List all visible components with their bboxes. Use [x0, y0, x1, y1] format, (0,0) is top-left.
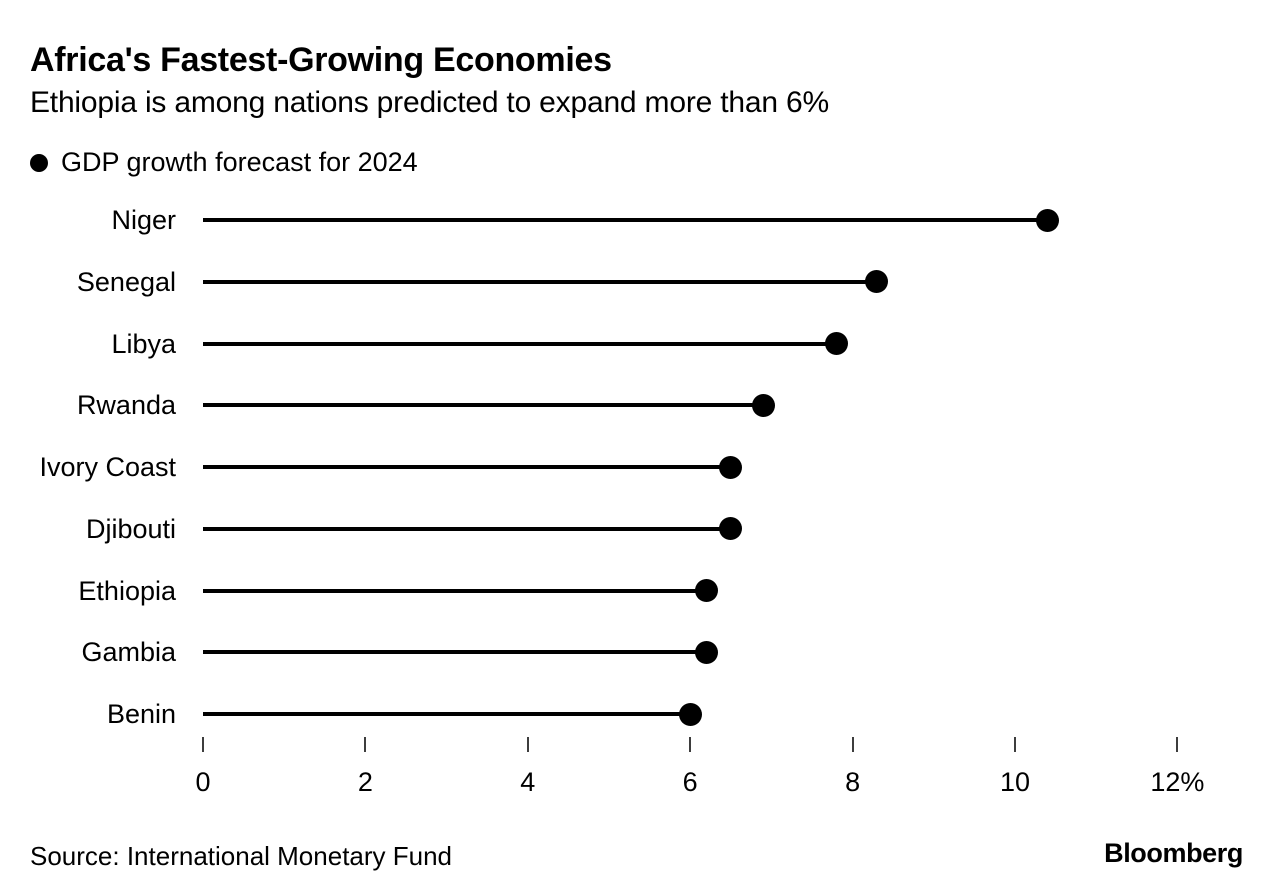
- lollipop-dot: [694, 579, 718, 602]
- lollipop-line: [203, 712, 691, 716]
- lollipop-dot: [719, 517, 743, 541]
- legend-dot-icon: [30, 153, 48, 172]
- axis-tick-label: 6: [682, 767, 698, 797]
- lollipop-line: [203, 465, 731, 469]
- axis-tick-label: 2: [357, 767, 373, 797]
- row-label: Ivory Coast: [39, 452, 176, 482]
- lollipop-line: [203, 588, 707, 593]
- row-label: Ethiopia: [78, 575, 176, 606]
- lollipop-dot: [694, 640, 718, 664]
- lollipop-line: [203, 341, 837, 346]
- lollipop-dot: [678, 702, 702, 726]
- axis-tick: [689, 737, 692, 752]
- lollipop-line: [203, 526, 731, 531]
- lollipop-line: [203, 650, 707, 655]
- row-label: Libya: [111, 328, 176, 359]
- axis-tick-label: 8: [845, 767, 861, 797]
- chart-subtitle: Ethiopia is among nations predicted to e…: [30, 86, 829, 119]
- lollipop-dot: [1035, 208, 1059, 232]
- lollipop-dot: [751, 393, 775, 417]
- row-label: Niger: [111, 205, 176, 235]
- axis-tick: [526, 737, 529, 752]
- legend: GDP growth forecast for 2024: [30, 147, 418, 178]
- axis-tick-label: 4: [520, 767, 536, 797]
- lollipop-line: [203, 279, 877, 284]
- lollipop-line: [203, 403, 764, 408]
- row-label: Benin: [106, 699, 176, 729]
- lollipop-dot: [719, 455, 743, 479]
- axis-tick-label: 0: [195, 767, 211, 797]
- row-label: Djibouti: [85, 513, 176, 544]
- axis-tick-label: 10: [999, 767, 1031, 797]
- axis-tick: [1176, 737, 1179, 752]
- axis-tick: [1014, 737, 1016, 752]
- axis-tick-label: 12%: [1150, 767, 1205, 797]
- axis-tick: [202, 737, 204, 752]
- bloomberg-logo: Bloomberg: [1104, 838, 1243, 868]
- lollipop-dot: [865, 270, 889, 294]
- row-label: Rwanda: [76, 390, 176, 421]
- legend-label: GDP growth forecast for 2024: [61, 147, 418, 177]
- axis-tick: [364, 737, 367, 752]
- row-label: Gambia: [81, 637, 176, 668]
- lollipop-line: [203, 218, 1048, 222]
- row-label: Senegal: [76, 266, 176, 297]
- axis-tick: [851, 737, 854, 752]
- lollipop-dot: [824, 332, 848, 355]
- chart-title: Africa's Fastest-Growing Economies: [30, 41, 612, 79]
- source-note: Source: International Monetary Fund: [30, 841, 453, 871]
